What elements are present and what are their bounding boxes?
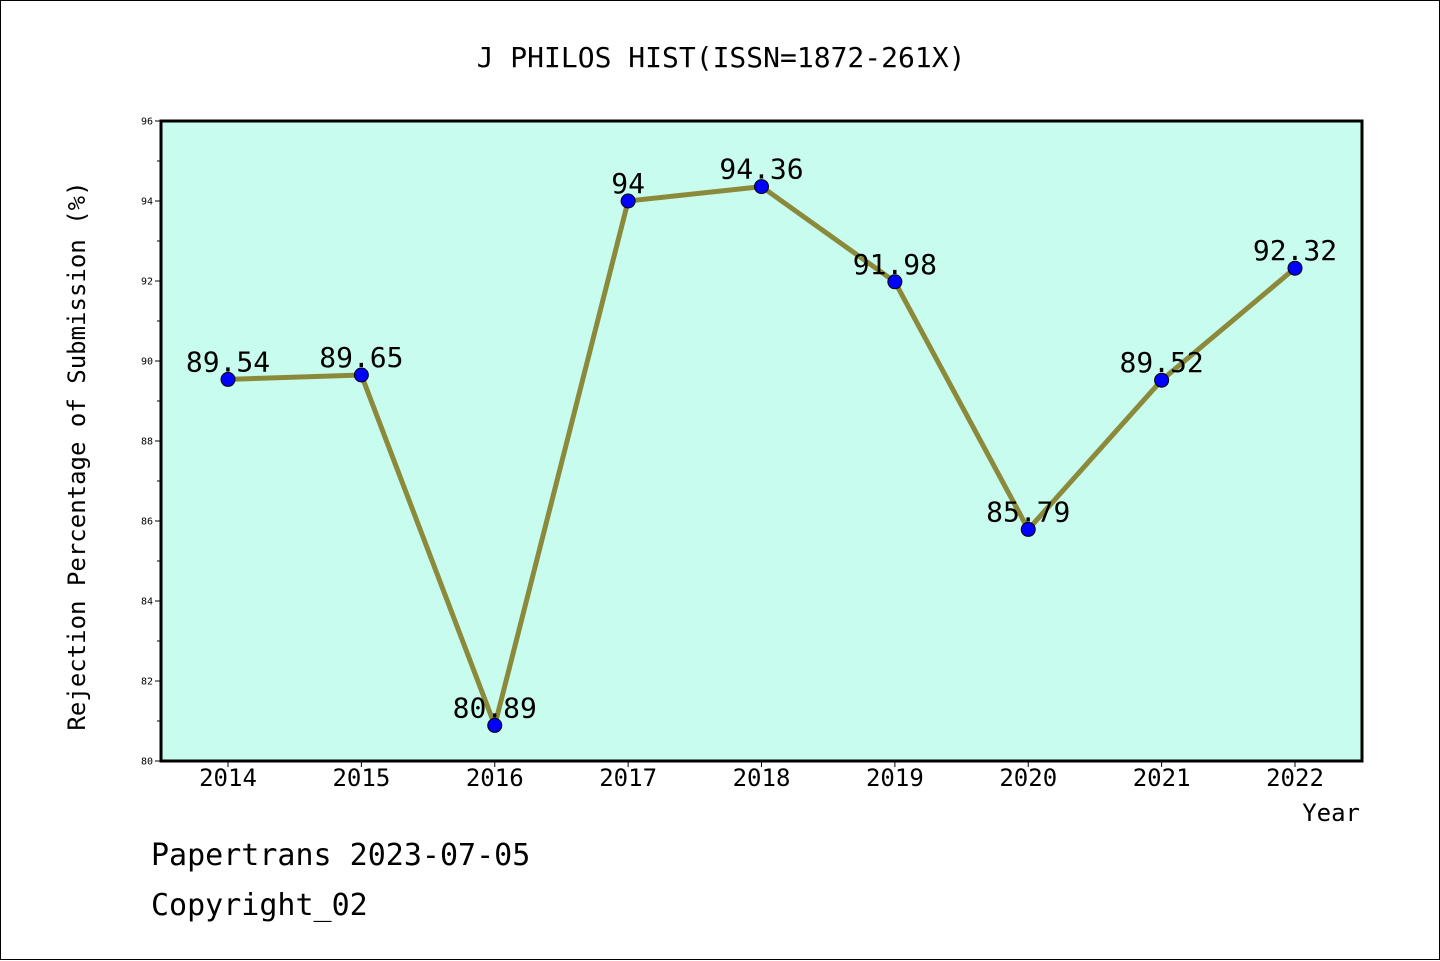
y-tick-label: 96 — [141, 117, 153, 128]
data-labels: 89.54 89.65 80.89 94 94.36 91.98 85.79 89.52 92.… — [186, 153, 1337, 725]
x-axis-label: Year — [1302, 799, 1360, 827]
x-tick-label: 2017 — [599, 764, 657, 792]
data-label: 92.32 — [1253, 234, 1337, 267]
data-point — [1020, 521, 1036, 537]
footer-source: Papertrans 2023-07-05 — [151, 838, 530, 873]
y-axis-label: Rejection Percentage of Submission (%) — [63, 181, 91, 730]
y-tick-label: 86 — [141, 517, 153, 528]
data-label: 80.89 — [453, 691, 537, 724]
data-point — [220, 371, 236, 387]
x-tick-label: 2020 — [999, 764, 1057, 792]
data-label: 85.79 — [986, 495, 1070, 528]
y-tick-label: 94 — [141, 197, 153, 208]
y-axis: 80 82 84 86 88 90 92 94 96 — [141, 117, 161, 768]
plot-area — [159, 119, 1364, 763]
data-point — [487, 717, 503, 733]
y-tick-label: 88 — [141, 437, 153, 448]
series-line — [220, 179, 1303, 733]
data-point — [353, 367, 369, 383]
data-label: 89.52 — [1119, 346, 1203, 379]
data-point — [620, 193, 636, 209]
data-label: 89.54 — [186, 345, 270, 378]
x-tick-label: 2016 — [466, 764, 524, 792]
x-tick-label: 2018 — [733, 764, 791, 792]
x-tick-label: 2021 — [1133, 764, 1191, 792]
data-point — [1287, 260, 1303, 276]
y-tick-label: 80 — [141, 757, 153, 768]
x-tick-label: 2015 — [332, 764, 390, 792]
data-label: 91.98 — [853, 248, 937, 281]
y-tick-label: 84 — [141, 597, 153, 608]
x-tick-label: 2014 — [199, 764, 257, 792]
chart-title: J PHILOS HIST(ISSN=1872-261X) — [477, 41, 966, 74]
x-tick-label: 2022 — [1266, 764, 1324, 792]
data-point — [1154, 372, 1170, 388]
data-label: 89.65 — [319, 341, 403, 374]
data-label: 94 — [611, 167, 645, 200]
x-tick-label: 2019 — [866, 764, 924, 792]
data-point — [754, 179, 769, 195]
x-axis: 2014 2015 2016 2017 2018 2019 2020 2021 2022 — [199, 761, 1324, 792]
data-point — [887, 274, 903, 290]
y-tick-label: 82 — [141, 677, 153, 688]
y-tick-label: 90 — [141, 357, 153, 368]
data-label: 94.36 — [719, 153, 803, 186]
y-tick-label: 92 — [141, 277, 153, 288]
footer-copyright: Copyright_02 — [151, 888, 368, 923]
